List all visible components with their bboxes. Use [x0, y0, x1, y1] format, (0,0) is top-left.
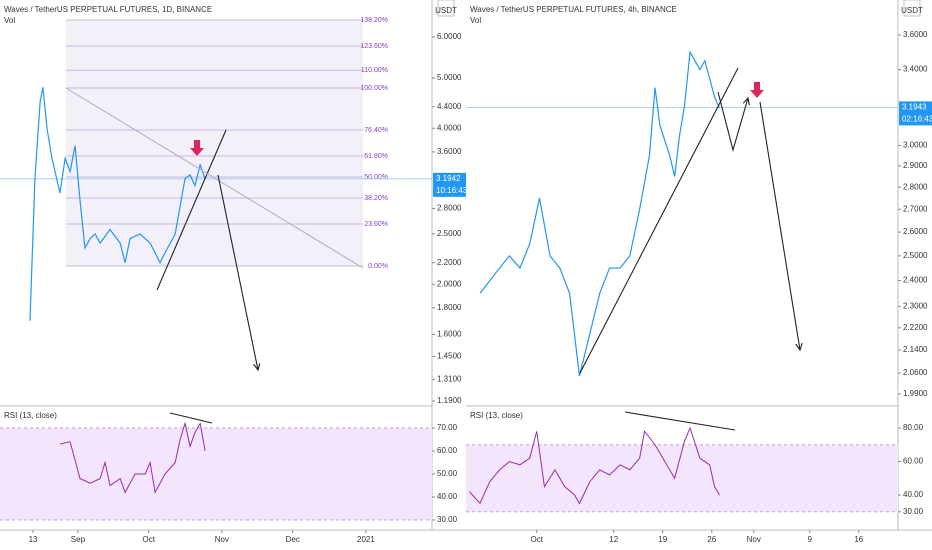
red-arrow: [750, 82, 764, 98]
x-tick-label: Nov: [747, 535, 761, 544]
y-tick-label: 1.9900: [903, 389, 928, 398]
x-tick-label: Oct: [530, 535, 543, 544]
rsi-tick-label: 60.00: [437, 446, 458, 455]
last-price-label: 3.1942: [436, 174, 461, 183]
last-price-label: 3.1943: [902, 103, 927, 112]
y-tick-label: 2.7000: [903, 204, 928, 213]
rsi-label: RSI (13, close): [470, 411, 523, 420]
fib-label: 50.00%: [364, 174, 388, 181]
y-tick-label: 6.0000: [437, 32, 462, 41]
volume-label: Vol: [470, 16, 481, 25]
rsi-tick-label: 30.00: [903, 507, 924, 516]
y-tick-label: 2.9000: [903, 161, 928, 170]
y-tick-label: 4.4000: [437, 102, 462, 111]
fib-label: 76.40%: [364, 127, 388, 134]
unit-label: USDT: [435, 6, 457, 15]
y-tick-label: 2.3000: [903, 301, 928, 310]
y-tick-label: 2.5000: [903, 251, 928, 260]
volume-label: Vol: [4, 16, 15, 25]
y-tick-label: 2.2000: [437, 258, 462, 267]
rsi-tick-label: 50.00: [437, 469, 458, 478]
trend-line: [579, 67, 739, 374]
y-tick-label: 3.6000: [903, 30, 928, 39]
divergence-line: [624, 411, 736, 431]
y-tick-label: 1.3100: [437, 374, 462, 383]
y-tick-label: 2.0000: [437, 279, 462, 288]
projection-arrow: [759, 101, 800, 350]
trend-line: [156, 129, 227, 291]
x-tick-label: 19: [658, 535, 667, 544]
y-tick-label: 4.0000: [437, 123, 462, 132]
y-tick-label: 1.4500: [437, 352, 462, 361]
rsi-band: [466, 444, 898, 512]
fib-label: 138.20%: [360, 17, 388, 24]
rsi-line: [469, 426, 720, 505]
y-tick-label: 2.8000: [903, 182, 928, 191]
rsi-line: [59, 421, 206, 494]
divergence-line: [169, 412, 213, 424]
rsi-band: [0, 428, 432, 520]
unit-label: USDT: [901, 6, 923, 15]
y-tick-label: 2.0600: [903, 368, 928, 377]
rsi-tick-label: 40.00: [437, 492, 458, 501]
fib-label: 123.60%: [360, 43, 388, 50]
projection-arrow: [217, 174, 258, 370]
y-tick-label: 2.5000: [437, 229, 462, 238]
fib-label: 38.20%: [364, 195, 388, 202]
pane-title: Waves / TetherUS PERPETUAL FUTURES, 1D, …: [4, 5, 212, 14]
fib-label: 61.80%: [364, 153, 388, 160]
rsi-label: RSI (13, close): [4, 411, 57, 420]
y-tick-label: 1.8000: [437, 303, 462, 312]
x-tick-label: Oct: [142, 535, 155, 544]
x-tick-label: Nov: [215, 535, 229, 544]
red-arrow: [190, 140, 204, 156]
projection-arrow: [717, 91, 748, 153]
x-tick-label: 13: [29, 535, 38, 544]
y-tick-label: 2.4000: [903, 276, 928, 285]
x-tick-label: Dec: [286, 535, 300, 544]
fib-zone: [66, 20, 363, 267]
y-tick-label: 2.2200: [903, 323, 928, 332]
y-tick-label: 3.6000: [437, 147, 462, 156]
x-tick-label: 12: [609, 535, 618, 544]
unit-box: [903, 0, 921, 17]
fib-label: 23.60%: [364, 221, 388, 228]
countdown: 02:16:43: [902, 115, 932, 124]
rsi-tick-label: 60.00: [903, 457, 924, 466]
x-tick-label: Sep: [71, 535, 86, 544]
y-tick-label: 2.8000: [437, 204, 462, 213]
unit-box: [437, 0, 455, 17]
x-tick-label: 16: [854, 535, 863, 544]
countdown: 10:16:43: [436, 186, 468, 195]
fib-label: 110.00%: [361, 67, 388, 74]
y-tick-label: 2.1400: [903, 345, 928, 354]
price-line: [479, 50, 721, 377]
x-tick-label: 2021: [357, 535, 375, 544]
y-tick-label: 1.1900: [437, 396, 462, 405]
y-tick-label: 3.0000: [903, 141, 928, 150]
rsi-tick-label: 80.00: [903, 423, 924, 432]
rsi-tick-label: 30.00: [437, 515, 458, 524]
price-line: [29, 87, 206, 321]
last-price-box: [433, 172, 466, 197]
y-tick-label: 2.6000: [903, 227, 928, 236]
pane-title: Waves / TetherUS PERPETUAL FUTURES, 4h, …: [470, 5, 677, 14]
last-price-box: [899, 101, 932, 126]
fib-label: 0.00%: [368, 263, 388, 270]
fib-label: 100.00%: [360, 85, 388, 92]
y-tick-label: 3.4000: [903, 65, 928, 74]
rsi-tick-label: 40.00: [903, 490, 924, 499]
fib-diagonal: [65, 87, 364, 269]
y-tick-label: 1.6000: [437, 329, 462, 338]
x-tick-label: 9: [808, 535, 813, 544]
x-tick-label: 26: [707, 535, 716, 544]
rsi-tick-label: 70.00: [437, 423, 458, 432]
y-tick-label: 5.0000: [437, 73, 462, 82]
